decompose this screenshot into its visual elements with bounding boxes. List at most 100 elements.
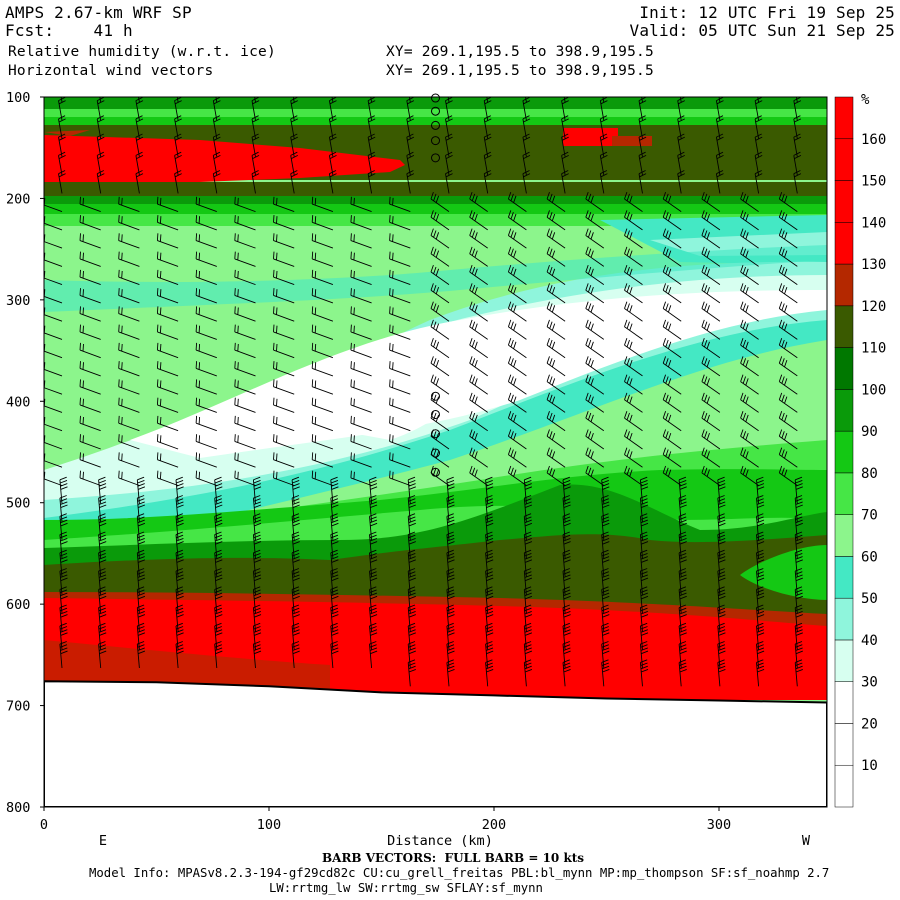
wind-barb [311, 434, 334, 450]
wind-barb [79, 379, 101, 395]
calm-wind-markers [431, 93, 440, 477]
wind-barb [639, 549, 649, 577]
colorbar-swatch [834, 514, 854, 557]
wind-barb [369, 476, 378, 504]
wind-barb [523, 641, 533, 669]
wind-barb [195, 361, 217, 377]
model-title: AMPS 2.67-km WRF SP [5, 3, 192, 22]
wind-barb [446, 586, 455, 614]
wind-barb [794, 604, 803, 632]
wind-barb [175, 531, 184, 559]
wind-barb [430, 392, 450, 413]
wind-barb [523, 659, 533, 687]
wind-barb [156, 434, 179, 450]
wind-barb [98, 568, 107, 596]
wind-barb [252, 586, 262, 614]
wind-barb [195, 397, 217, 413]
wind-barb [136, 586, 146, 614]
wind-barb [778, 429, 798, 450]
wind-barb [678, 476, 687, 504]
wind-barb [156, 415, 179, 432]
colorbar-swatch [834, 597, 854, 641]
wind-barb [601, 641, 610, 669]
forecast-hour: Fcst: 41 h [5, 22, 133, 40]
wind-barb [546, 246, 566, 267]
wind-barb [701, 264, 721, 285]
wind-barb [756, 604, 765, 632]
wind-barb [601, 568, 610, 596]
wind-barb [546, 210, 566, 231]
wind-barb [701, 374, 721, 395]
wind-barb [740, 210, 759, 231]
wind-barb [778, 374, 798, 395]
wind-barb [624, 392, 643, 413]
wind-barb [778, 447, 798, 468]
wind-barb [369, 495, 378, 523]
wind-barb [234, 306, 256, 322]
wind-barb [469, 338, 488, 359]
wind-barb [369, 531, 378, 559]
wind-barb [311, 324, 334, 340]
wind-barb [98, 622, 107, 650]
calm-marker [431, 120, 440, 130]
wind-barb [794, 586, 803, 614]
wind-barb [639, 641, 649, 669]
cross-section-coords-1: XY= 269.1,195.5 to 398.9,195.5 [386, 44, 654, 60]
wind-barb [446, 476, 455, 504]
wind-barb [485, 513, 494, 541]
wind-barb [214, 622, 223, 650]
wind-barb [407, 641, 416, 669]
x-axis: 0 100 200 300 [40, 807, 731, 833]
wind-barb [59, 476, 68, 504]
colorbar-unit: % [861, 92, 870, 108]
wind-barb [546, 301, 566, 322]
calm-marker [431, 136, 440, 146]
wind-barb [740, 283, 759, 304]
wind-barb [740, 264, 759, 285]
wind-barb [369, 513, 378, 541]
wind-barb [624, 210, 643, 231]
colorbar-swatch [834, 347, 854, 390]
wind-barb [562, 513, 571, 541]
calm-marker [431, 391, 440, 401]
colorbar-swatch [834, 764, 854, 808]
y-tick-label: 100 [6, 90, 30, 106]
calm-marker [431, 106, 440, 116]
wind-barb [778, 283, 798, 304]
wind-barb [701, 411, 721, 432]
wind-barb [430, 228, 450, 249]
wind-barb [778, 228, 798, 249]
wind-barb [252, 476, 262, 504]
wind-barb [214, 495, 223, 523]
wind-barb [701, 283, 721, 304]
wind-barb [350, 361, 372, 377]
wind-barb [469, 191, 488, 212]
wind-barb [756, 659, 765, 687]
wind-barb [562, 495, 571, 523]
wind-barb [136, 549, 146, 577]
wind-barb [678, 495, 687, 523]
y-tick-label: 700 [6, 699, 30, 715]
wind-barb [446, 549, 455, 577]
wind-barb [469, 374, 488, 395]
wind-barb [350, 269, 372, 286]
wind-barb [546, 356, 566, 377]
wind-barb [469, 210, 488, 231]
wind-barb [252, 513, 262, 541]
wind-barb [717, 531, 726, 559]
wind-barb [523, 476, 533, 504]
wind-barb [369, 622, 378, 650]
colorbar-swatch [834, 639, 854, 682]
wind-barb [585, 264, 605, 285]
wind-barb [678, 549, 687, 577]
wind-barb [273, 233, 295, 249]
wind-barb [118, 434, 140, 450]
init-time: Init: 12 UTC Fri 19 Sep 25 [639, 3, 895, 22]
wind-barb [778, 191, 798, 212]
wind-barb [156, 379, 179, 395]
wind-barb [175, 586, 184, 614]
wind-barb [715, 170, 724, 194]
wind-barb [446, 495, 455, 523]
calm-marker [431, 153, 440, 163]
wind-barb [717, 513, 726, 541]
